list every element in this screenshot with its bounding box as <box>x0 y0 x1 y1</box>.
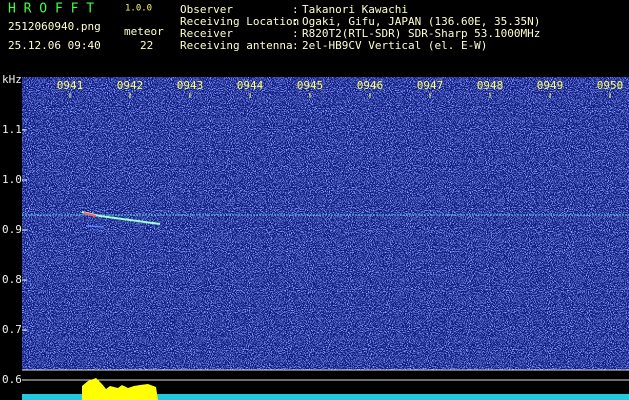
info-label: Observer <box>180 3 233 16</box>
signal-baseline <box>22 394 629 400</box>
freq-label: 0.8 <box>2 273 22 286</box>
info-value: R820T2(RTL-SDR) SDR-Sharp 53.1000MHz <box>302 27 540 40</box>
datetime: 25.12.06 09:40 <box>8 39 101 52</box>
version: 1.0.0 <box>125 4 152 14</box>
separator: : <box>292 15 299 28</box>
count-label: meteor <box>124 25 164 38</box>
time-label: 0944 <box>237 79 264 92</box>
meteor-trace <box>85 225 105 228</box>
time-label: 0947 <box>417 79 444 92</box>
freq-label: 1.1 <box>2 123 22 136</box>
separator: : <box>292 3 299 16</box>
count: 22 <box>140 39 153 52</box>
time-label: 0942 <box>117 79 144 92</box>
info-label: Receiving antenna <box>180 39 293 52</box>
noise <box>22 77 629 370</box>
unit-label: kHz <box>2 73 22 86</box>
separator: : <box>292 39 299 52</box>
filename: 2512060940.png <box>8 20 101 33</box>
time-label: 0946 <box>357 79 384 92</box>
time-label: 0950 <box>597 79 624 92</box>
info-label: Receiving Location <box>180 15 299 28</box>
info-value: 2el-HB9CV Vertical (el. E-W) <box>302 39 487 52</box>
freq-label: 0.7 <box>2 323 22 336</box>
time-label: 0945 <box>297 79 324 92</box>
time-label: 0949 <box>537 79 564 92</box>
app-name: H R O F F T <box>8 2 94 17</box>
freq-label: 0.9 <box>2 223 22 236</box>
info-value: Ogaki, Gifu, JAPAN (136.60E, 35.35N) <box>302 15 540 28</box>
signal-level <box>82 378 158 400</box>
freq-label: 1.0 <box>2 173 22 186</box>
meteor-head <box>83 212 97 217</box>
freq-label: 0.6 <box>2 373 22 386</box>
time-label: 0941 <box>57 79 84 92</box>
separator: : <box>292 27 299 40</box>
info-value: Takanori Kawachi <box>302 3 408 16</box>
info-label: Receiver <box>180 27 233 40</box>
time-label: 0943 <box>177 79 204 92</box>
time-label: 0948 <box>477 79 504 92</box>
